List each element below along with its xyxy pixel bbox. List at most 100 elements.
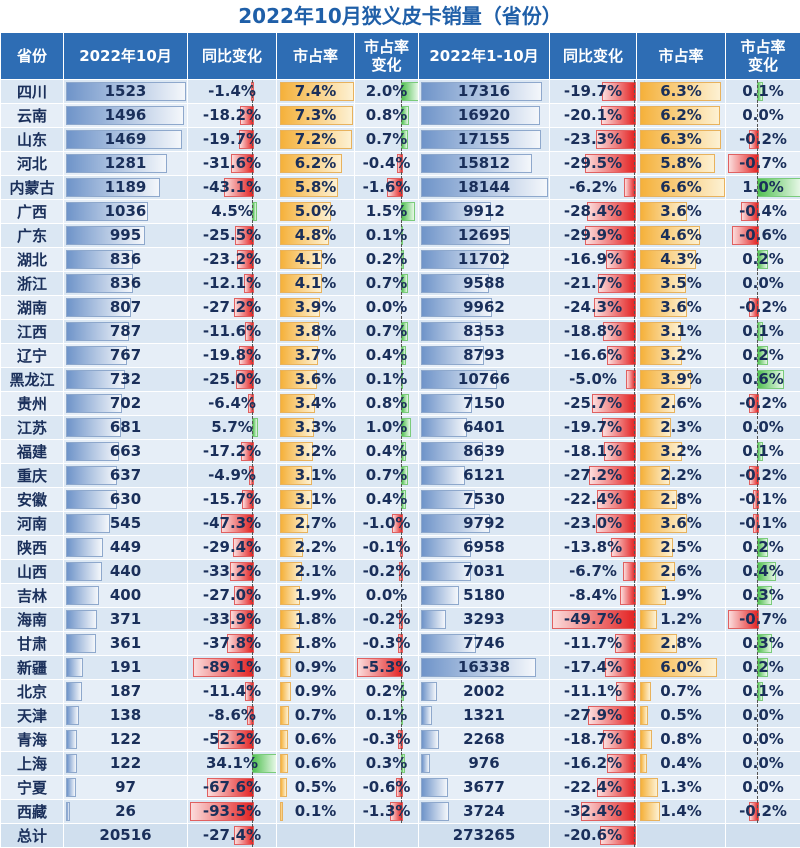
ytd-yoy-cell: -22.4% xyxy=(550,776,637,800)
ytd-share-change-cell: -0.7% xyxy=(726,152,800,176)
ytd-share-value: 2.8% xyxy=(637,632,725,655)
oct-share-value: 7.2% xyxy=(277,128,354,151)
oct-yoy-value: -23.2% xyxy=(188,248,276,271)
oct-share-value: 1.9% xyxy=(277,584,354,607)
oct-volume-cell: 836 xyxy=(64,248,188,272)
ytd-volume-value: 10766 xyxy=(419,368,549,391)
oct-share-change-value: -0.2% xyxy=(355,560,418,583)
oct-share-cell: 2.2% xyxy=(277,536,355,560)
ytd-share-change-cell: 0.2% xyxy=(726,344,800,368)
oct-share-change-value: 0.2% xyxy=(355,248,418,271)
header-oct-share-change: 市占率变化 xyxy=(355,33,419,80)
oct-share-change-cell: 0.4% xyxy=(355,488,419,512)
province-name: 江苏 xyxy=(17,419,47,437)
ytd-share-change-value: 0.0% xyxy=(726,752,800,775)
oct-volume-value: 191 xyxy=(64,656,187,679)
oct-share-cell: 0.9% xyxy=(277,656,355,680)
oct-share-cell: 3.2% xyxy=(277,440,355,464)
ytd-volume-value: 16338 xyxy=(419,656,549,679)
oct-share-value: 7.3% xyxy=(277,104,354,127)
ytd-volume-value: 7746 xyxy=(419,632,549,655)
province-cell: 山西 xyxy=(1,560,64,584)
oct-volume-value: 663 xyxy=(64,440,187,463)
ytd-yoy-value: -27.9% xyxy=(550,704,636,727)
oct-share-cell: 3.6% xyxy=(277,368,355,392)
ytd-share-value: 3.2% xyxy=(637,440,725,463)
ytd-share-change-value: 0.1% xyxy=(726,320,800,343)
ytd-share-cell: 2.8% xyxy=(637,632,726,656)
oct-share-cell: 0.9% xyxy=(277,680,355,704)
ytd-share-change-cell: -0.2% xyxy=(726,128,800,152)
oct-share-value: 5.0% xyxy=(277,200,354,223)
oct-share-value: 2.2% xyxy=(277,536,354,559)
ytd-volume-cell: 16920 xyxy=(419,104,550,128)
oct-share-change-cell: 0.1% xyxy=(355,368,419,392)
ytd-share-value: 0.5% xyxy=(637,704,725,727)
ytd-volume-cell: 10766 xyxy=(419,368,550,392)
province-name: 宁夏 xyxy=(17,779,47,797)
ytd-volume-value: 7031 xyxy=(419,560,549,583)
oct-share-change-value xyxy=(355,824,418,847)
ytd-yoy-value: -16.9% xyxy=(550,248,636,271)
oct-share-change-cell: -0.3% xyxy=(355,632,419,656)
oct-share-cell xyxy=(277,824,355,848)
oct-share-change-cell: 0.1% xyxy=(355,224,419,248)
oct-yoy-value: -8.6% xyxy=(188,704,276,727)
ytd-share-change-value: 0.0% xyxy=(726,704,800,727)
oct-volume-cell: 1281 xyxy=(64,152,188,176)
province-name: 河北 xyxy=(17,155,47,173)
oct-share-value: 0.9% xyxy=(277,680,354,703)
chart-title: 2022年10月狭义皮卡销量（省份） xyxy=(0,0,800,32)
oct-share-change-value: 0.7% xyxy=(355,320,418,343)
oct-yoy-value: -37.8% xyxy=(188,632,276,655)
ytd-share-change-cell: 0.2% xyxy=(726,248,800,272)
ytd-share-value: 2.5% xyxy=(637,536,725,559)
oct-volume-cell: 995 xyxy=(64,224,188,248)
oct-share-cell: 3.3% xyxy=(277,416,355,440)
ytd-share-value: 2.8% xyxy=(637,488,725,511)
ytd-volume-value: 8793 xyxy=(419,344,549,367)
ytd-yoy-cell: -6.2% xyxy=(550,176,637,200)
oct-share-change-cell: 1.5% xyxy=(355,200,419,224)
oct-share-change-cell: 0.3% xyxy=(355,752,419,776)
ytd-share-cell: 6.6% xyxy=(637,176,726,200)
ytd-share-value: 3.6% xyxy=(637,296,725,319)
ytd-share-change-cell: 0.0% xyxy=(726,272,800,296)
ytd-volume-cell: 6121 xyxy=(419,464,550,488)
header-province: 省份 xyxy=(1,33,64,80)
oct-volume-cell: 440 xyxy=(64,560,188,584)
oct-share-cell: 2.1% xyxy=(277,560,355,584)
oct-share-value: 7.4% xyxy=(277,80,354,103)
oct-share-change-cell xyxy=(355,824,419,848)
ytd-share-change-value: -0.7% xyxy=(726,608,800,631)
oct-volume-cell: 787 xyxy=(64,320,188,344)
oct-volume-cell: 681 xyxy=(64,416,188,440)
ytd-share-change-value: -0.2% xyxy=(726,128,800,151)
oct-yoy-cell: -52.2% xyxy=(188,728,277,752)
oct-yoy-value: -27.4% xyxy=(188,824,276,847)
ytd-volume-cell: 7746 xyxy=(419,632,550,656)
oct-share-value: 3.6% xyxy=(277,368,354,391)
ytd-volume-cell: 8793 xyxy=(419,344,550,368)
province-name: 重庆 xyxy=(17,467,47,485)
oct-yoy-cell: 5.7% xyxy=(188,416,277,440)
ytd-share-value: 3.9% xyxy=(637,368,725,391)
oct-share-value: 0.5% xyxy=(277,776,354,799)
oct-volume-cell: 187 xyxy=(64,680,188,704)
oct-share-change-value: 0.1% xyxy=(355,224,418,247)
ytd-yoy-value: -19.7% xyxy=(550,80,636,103)
oct-yoy-value: -27.2% xyxy=(188,296,276,319)
ytd-volume-cell: 1321 xyxy=(419,704,550,728)
oct-yoy-cell: -17.2% xyxy=(188,440,277,464)
oct-yoy-cell: -15.7% xyxy=(188,488,277,512)
ytd-yoy-cell: -27.2% xyxy=(550,464,637,488)
ytd-share-change-value: 0.0% xyxy=(726,104,800,127)
province-cell: 河北 xyxy=(1,152,64,176)
